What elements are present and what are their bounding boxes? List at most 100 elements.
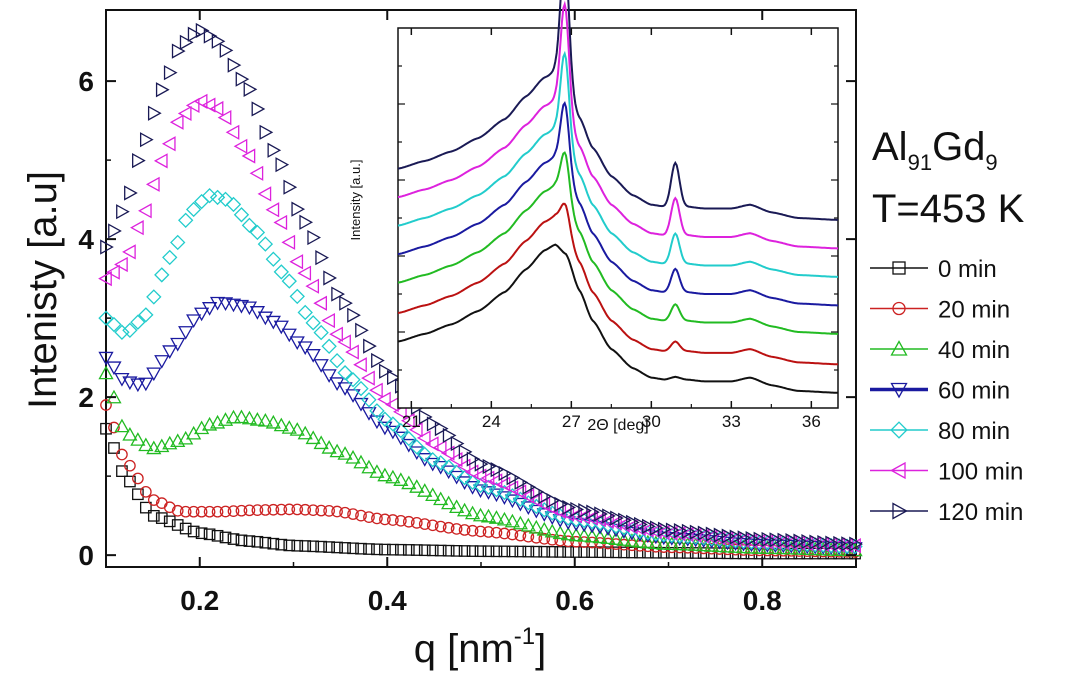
data-point: [488, 473, 503, 489]
data-point: [132, 488, 144, 501]
legend-item-20-min: 20 min: [870, 297, 1010, 324]
data-point: [713, 527, 728, 543]
data-point: [663, 525, 678, 541]
data-point: [163, 501, 176, 514]
data-point: [610, 546, 622, 559]
data-point: [680, 536, 696, 551]
data-point: [688, 537, 704, 551]
data-point: [337, 446, 353, 460]
data-point: [520, 495, 537, 511]
data-point: [267, 503, 280, 516]
data-point: [464, 505, 481, 520]
data-point: [132, 472, 144, 485]
data-point: [369, 403, 385, 419]
data-point: [353, 380, 369, 397]
data-point: [410, 517, 423, 529]
data-point: [265, 251, 282, 267]
data-point: [705, 526, 720, 542]
data-point: [203, 28, 218, 44]
data-point: [719, 531, 734, 547]
data-point: [339, 542, 351, 554]
data-point: [568, 517, 584, 532]
data-point: [371, 352, 385, 369]
data-point: [331, 505, 343, 518]
data-point: [163, 515, 176, 528]
data-point: [219, 505, 232, 518]
data-point: [671, 526, 686, 542]
data-point: [402, 515, 415, 528]
inset-x-tick-label: 24: [482, 412, 501, 431]
data-point: [514, 529, 527, 542]
data-point: [616, 532, 632, 546]
data-point: [124, 185, 138, 201]
data-point: [409, 439, 425, 455]
data-point: [108, 223, 122, 239]
legend-marker: [890, 382, 908, 399]
data-point: [464, 464, 479, 480]
data-point: [281, 328, 297, 343]
data-point: [289, 336, 305, 351]
data-point: [687, 527, 702, 543]
data-point: [371, 512, 383, 525]
inset-plot-frame: [397, 27, 839, 409]
data-point: [233, 138, 248, 154]
data-point: [211, 33, 226, 49]
data-point: [315, 250, 329, 266]
data-point: [251, 535, 264, 548]
data-point: [753, 531, 768, 547]
data-point: [178, 430, 194, 445]
data-point: [225, 409, 242, 424]
data-point: [546, 533, 559, 546]
data-point: [600, 530, 616, 545]
data-point: [138, 203, 152, 219]
data-point: [418, 544, 431, 557]
data-point: [273, 417, 289, 432]
data-point: [355, 322, 369, 338]
data-point: [147, 494, 160, 506]
data-point: [793, 533, 808, 549]
data-point: [426, 519, 439, 532]
data-point: [345, 344, 359, 360]
data-point: [170, 433, 186, 448]
data-point: [138, 437, 154, 452]
data-point: [122, 322, 138, 338]
data-point: [673, 523, 688, 539]
data-point: [289, 254, 304, 270]
data-point: [209, 296, 226, 311]
data-point: [353, 397, 369, 412]
data-point: [568, 527, 584, 542]
data-point: [809, 534, 824, 550]
data-point: [624, 533, 640, 547]
data-point: [433, 455, 449, 471]
data-point: [138, 307, 154, 323]
data-point: [759, 534, 774, 550]
data-point: [528, 492, 543, 508]
data-point: [313, 435, 329, 450]
data-point: [114, 256, 128, 273]
data-point: [721, 528, 736, 544]
data-point: [235, 504, 248, 517]
data-point: [194, 307, 210, 322]
data-point: [243, 81, 258, 97]
data-point: [147, 509, 160, 522]
data-point: [185, 97, 200, 113]
data-point: [313, 324, 329, 341]
data-point: [363, 511, 375, 523]
data-point: [554, 534, 567, 547]
data-point: [387, 514, 399, 526]
data-point: [377, 411, 393, 427]
legend-label: 0 min: [938, 256, 997, 283]
data-point: [530, 484, 545, 500]
data-point: [807, 536, 822, 552]
data-point: [506, 545, 519, 558]
inset-series-100-min: [397, 0, 838, 250]
data-point: [243, 504, 256, 517]
data-point: [578, 503, 592, 519]
inset-axes: 21 24 27 30 33 36: [398, 28, 838, 431]
data-point: [506, 470, 521, 486]
data-point: [106, 361, 122, 376]
data-point: [434, 544, 447, 557]
data-point: [458, 444, 473, 460]
data-point: [353, 454, 369, 469]
